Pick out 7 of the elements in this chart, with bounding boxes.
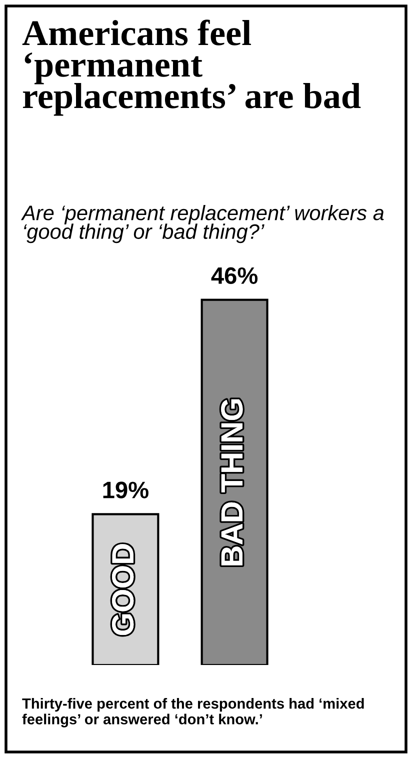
- text: Thirty-five percent of the respondents had ‘mixed feelings’ or answered ‘don’t know.’: [22, 698, 364, 728]
- data-label: 19%: [103, 482, 148, 498]
- x-tick-label: GOOD: [112, 544, 134, 635]
- chart-title: Americans feel ‘permanent replacements’ are bad: [22, 20, 361, 116]
- x-tick-label: BAD THING: [221, 399, 243, 566]
- data-label: 46%: [211, 267, 258, 284]
- chart-subtitle: Are ‘permanent replacement’ workers a ‘good thing’ or ‘bad thing?’: [20, 205, 384, 244]
